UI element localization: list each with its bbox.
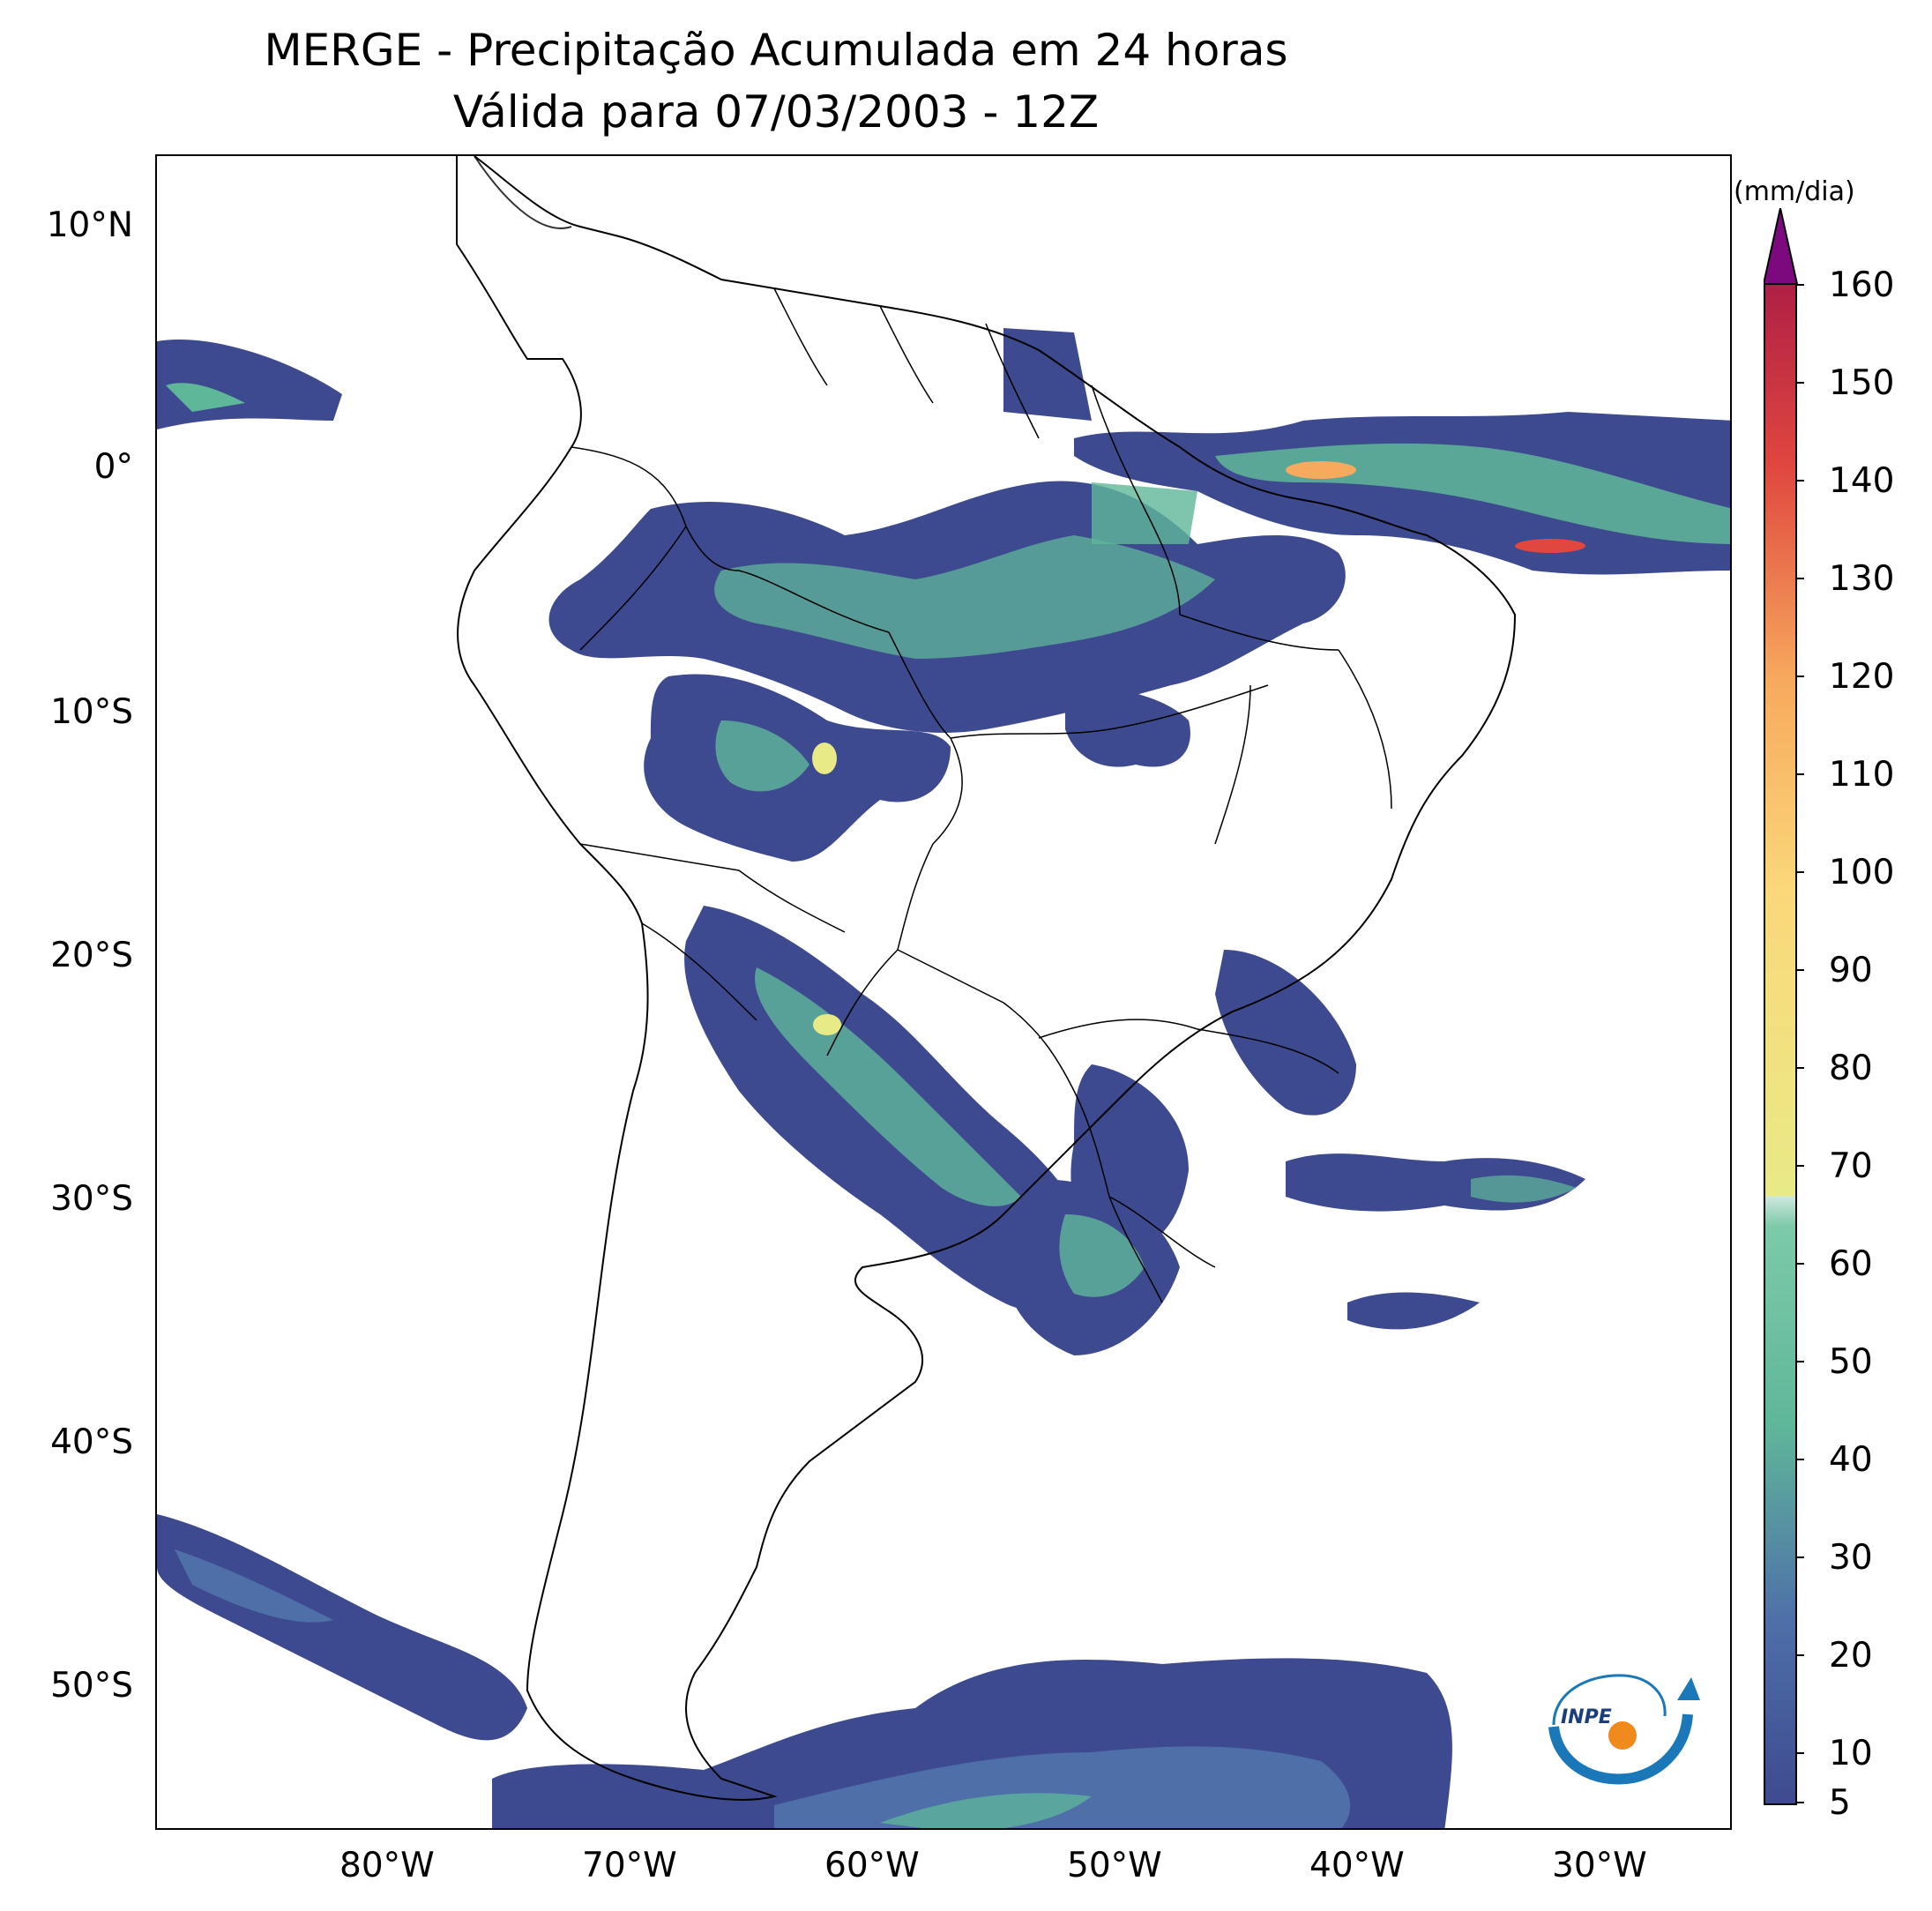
lon-tick-80w: 80°W — [339, 1846, 435, 1885]
colorbar-label-130: 130 — [1829, 559, 1895, 599]
colorbar-label-150: 150 — [1829, 363, 1895, 403]
lat-tick-0: 0° — [93, 447, 133, 487]
colorbar-label-140: 140 — [1829, 461, 1895, 501]
lon-tick-60w: 60°W — [824, 1846, 920, 1885]
inpe-logo: INPE — [1548, 1674, 1700, 1785]
colorbar-label-100: 100 — [1829, 853, 1895, 892]
colorbar-label-160: 160 — [1829, 265, 1895, 305]
colorbar-label-10: 10 — [1829, 1734, 1873, 1773]
colorbar-label-120: 120 — [1829, 657, 1895, 697]
lat-tick-50s: 50°S — [50, 1666, 133, 1706]
colorbar-label-90: 90 — [1829, 951, 1873, 990]
map-area — [155, 154, 1732, 1830]
continent-outline — [456, 156, 1517, 1801]
colorbar-label-110: 110 — [1829, 755, 1895, 795]
lat-tick-30s: 30°S — [50, 1179, 133, 1219]
lon-tick-50w: 50°W — [1067, 1846, 1162, 1885]
colorbar-gradient — [1764, 283, 1797, 1805]
colorbar-unit: (mm/dia) — [1734, 176, 1855, 207]
colorbar-label-60: 60 — [1829, 1244, 1873, 1284]
lon-tick-30w: 30°W — [1552, 1846, 1647, 1885]
logo-text: INPE — [1561, 1706, 1612, 1728]
colorbar-label-50: 50 — [1829, 1342, 1873, 1382]
lon-tick-70w: 70°W — [582, 1846, 677, 1885]
colorbar-label-80: 80 — [1829, 1049, 1873, 1088]
precip-area-itcz — [1074, 412, 1730, 575]
lat-tick-10s: 10°S — [50, 692, 133, 732]
colorbar-label-30: 30 — [1829, 1538, 1873, 1578]
lat-tick-40s: 40°S — [50, 1422, 133, 1462]
colorbar-label-40: 40 — [1829, 1440, 1873, 1480]
precipitation-field — [157, 328, 1730, 1828]
map-title: MERGE - Precipitação Acumulada em 24 hor… — [264, 25, 1288, 76]
country-borders — [571, 287, 1392, 1303]
lat-tick-10n: 10°N — [46, 205, 133, 245]
map-subtitle: Válida para 07/03/2003 - 12Z — [452, 86, 1100, 138]
lat-tick-20s: 20°S — [50, 936, 133, 975]
colorbar-extend-arrow — [1764, 208, 1799, 285]
colorbar-label-20: 20 — [1829, 1636, 1873, 1676]
lon-tick-40w: 40°W — [1309, 1846, 1405, 1885]
colorbar-label-70: 70 — [1829, 1146, 1873, 1186]
map-canvas — [157, 156, 1730, 1828]
colorbar — [1764, 208, 1804, 1805]
colorbar-label-5: 5 — [1829, 1783, 1851, 1823]
